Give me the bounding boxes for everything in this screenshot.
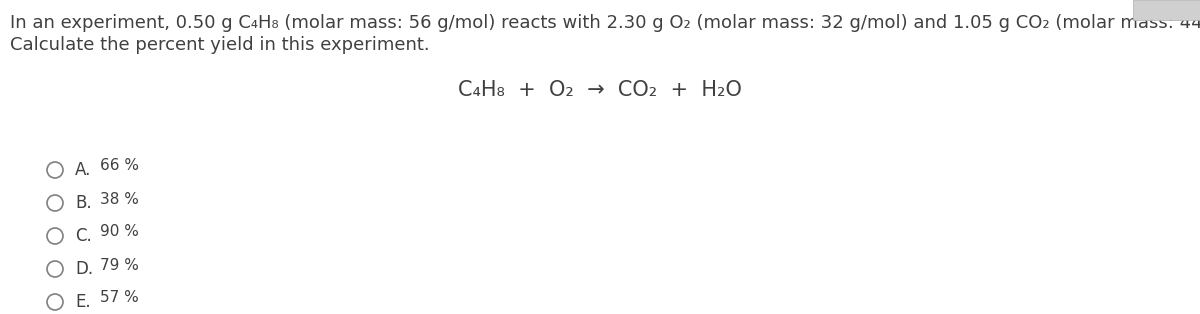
Text: 79 %: 79 %: [100, 257, 139, 273]
Text: E.: E.: [74, 293, 91, 311]
Bar: [1133, 0, 1200, 20]
Text: C₄H₈  +  O₂  →  CO₂  +  H₂O: C₄H₈ + O₂ → CO₂ + H₂O: [458, 80, 742, 100]
Text: 38 %: 38 %: [100, 192, 139, 207]
Text: Calculate the percent yield in this experiment.: Calculate the percent yield in this expe…: [10, 36, 430, 54]
Text: In an experiment, 0.50 g C₄H₈ (molar mass: 56 g/mol) reacts with 2.30 g O₂ (mola: In an experiment, 0.50 g C₄H₈ (molar mas…: [10, 14, 1200, 32]
Text: 57 %: 57 %: [100, 290, 139, 306]
Text: B.: B.: [74, 194, 91, 212]
Text: C.: C.: [74, 227, 91, 245]
Text: A.: A.: [74, 161, 91, 179]
Text: 90 %: 90 %: [100, 225, 139, 240]
Text: 66 %: 66 %: [100, 159, 139, 174]
Text: D.: D.: [74, 260, 94, 278]
